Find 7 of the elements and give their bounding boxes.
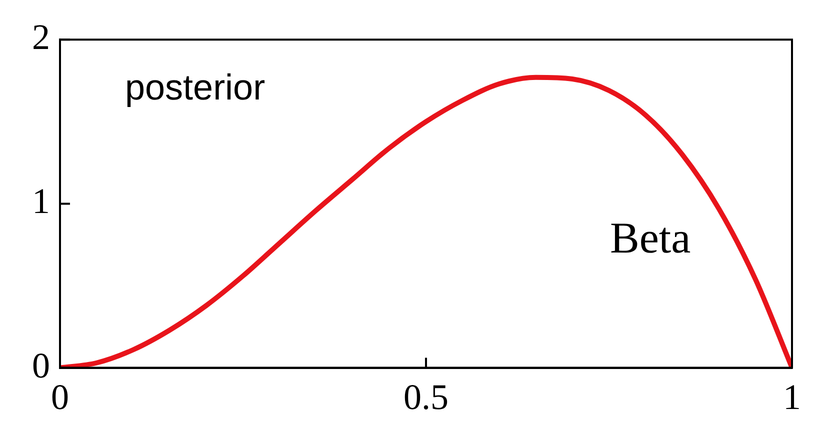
- x-tick-label: 1: [783, 376, 801, 417]
- annotation: posterior: [125, 66, 266, 108]
- y-tick-label: 1: [32, 181, 50, 222]
- x-tick-label: 0.5: [404, 376, 448, 417]
- y-tick-label: 2: [32, 17, 50, 58]
- y-tick-label: 0: [32, 345, 50, 386]
- annotation: Beta: [610, 214, 691, 263]
